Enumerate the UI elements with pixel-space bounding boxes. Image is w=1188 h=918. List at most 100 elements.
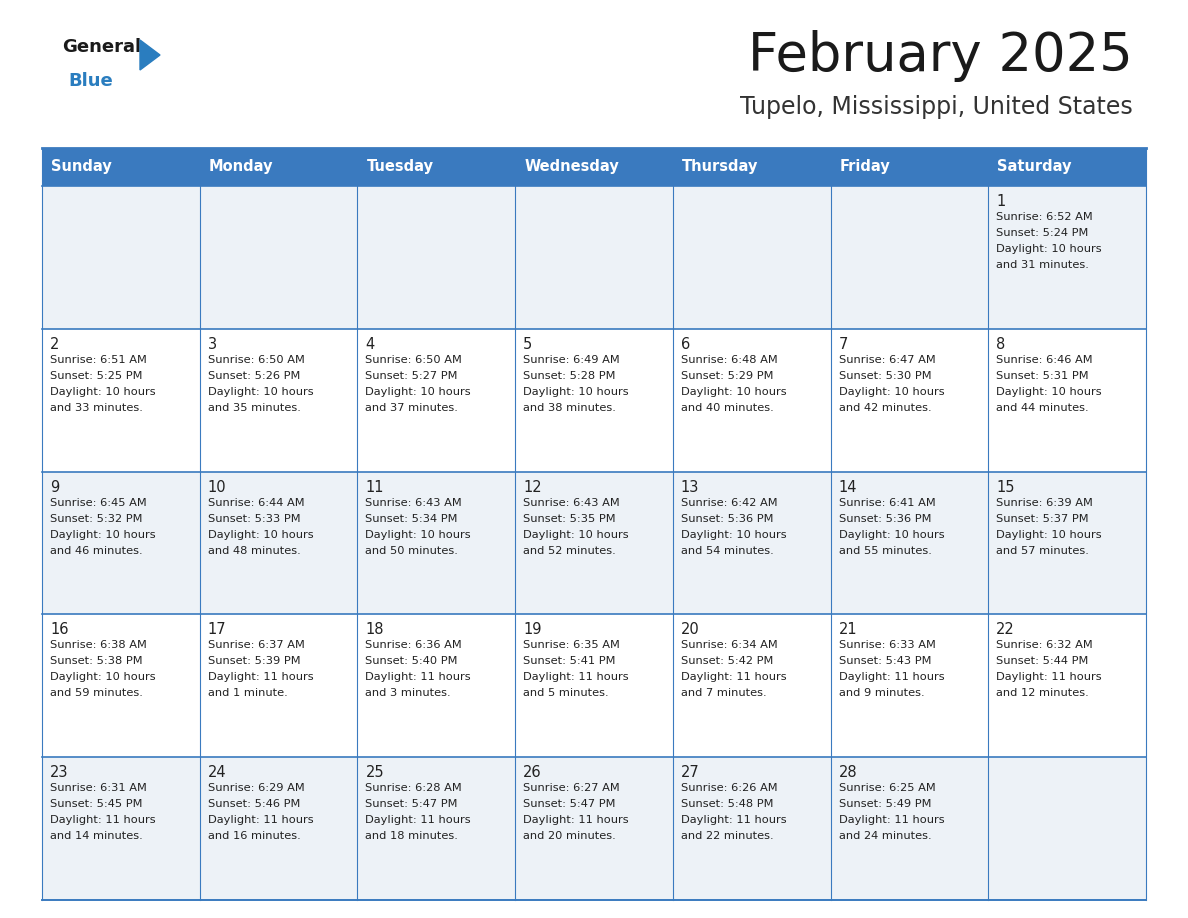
Text: and 37 minutes.: and 37 minutes.	[366, 403, 459, 413]
Text: Sunrise: 6:47 AM: Sunrise: 6:47 AM	[839, 354, 935, 364]
Text: and 22 minutes.: and 22 minutes.	[681, 831, 773, 841]
Text: 20: 20	[681, 622, 700, 637]
Text: and 57 minutes.: and 57 minutes.	[997, 545, 1089, 555]
Text: and 38 minutes.: and 38 minutes.	[523, 403, 617, 413]
Text: Daylight: 11 hours: Daylight: 11 hours	[366, 672, 472, 682]
Text: 19: 19	[523, 622, 542, 637]
Text: Sunset: 5:30 PM: Sunset: 5:30 PM	[839, 371, 931, 381]
Text: Sunset: 5:37 PM: Sunset: 5:37 PM	[997, 513, 1089, 523]
Text: Daylight: 11 hours: Daylight: 11 hours	[839, 672, 944, 682]
Text: Daylight: 11 hours: Daylight: 11 hours	[50, 815, 156, 825]
Text: Sunrise: 6:48 AM: Sunrise: 6:48 AM	[681, 354, 778, 364]
Text: Sunset: 5:41 PM: Sunset: 5:41 PM	[523, 656, 615, 666]
Bar	[672, 148, 830, 186]
Text: Blue: Blue	[68, 72, 113, 90]
Text: and 59 minutes.: and 59 minutes.	[50, 688, 143, 699]
Text: and 20 minutes.: and 20 minutes.	[523, 831, 615, 841]
Bar	[358, 148, 516, 186]
Text: Daylight: 10 hours: Daylight: 10 hours	[50, 530, 156, 540]
Text: and 31 minutes.: and 31 minutes.	[997, 260, 1089, 270]
Text: 23: 23	[50, 766, 69, 780]
Polygon shape	[140, 40, 160, 70]
Text: Sunset: 5:47 PM: Sunset: 5:47 PM	[366, 800, 457, 809]
Text: Sunrise: 6:35 AM: Sunrise: 6:35 AM	[523, 641, 620, 650]
Text: 12: 12	[523, 479, 542, 495]
Text: Sunset: 5:43 PM: Sunset: 5:43 PM	[839, 656, 931, 666]
Text: 22: 22	[997, 622, 1015, 637]
Text: Sunset: 5:38 PM: Sunset: 5:38 PM	[50, 656, 143, 666]
Text: Daylight: 10 hours: Daylight: 10 hours	[208, 386, 314, 397]
Bar	[42, 148, 200, 186]
Text: 28: 28	[839, 766, 858, 780]
Bar	[988, 148, 1146, 186]
Text: and 14 minutes.: and 14 minutes.	[50, 831, 143, 841]
Text: 18: 18	[366, 622, 384, 637]
Text: Daylight: 11 hours: Daylight: 11 hours	[839, 815, 944, 825]
Text: Sunset: 5:46 PM: Sunset: 5:46 PM	[208, 800, 301, 809]
Text: Sunrise: 6:28 AM: Sunrise: 6:28 AM	[366, 783, 462, 793]
Text: Daylight: 11 hours: Daylight: 11 hours	[366, 815, 472, 825]
Text: 4: 4	[366, 337, 374, 352]
Text: and 44 minutes.: and 44 minutes.	[997, 403, 1089, 413]
Text: and 42 minutes.: and 42 minutes.	[839, 403, 931, 413]
Text: Sunrise: 6:26 AM: Sunrise: 6:26 AM	[681, 783, 777, 793]
Text: Sunset: 5:42 PM: Sunset: 5:42 PM	[681, 656, 773, 666]
Text: 10: 10	[208, 479, 227, 495]
Text: Daylight: 11 hours: Daylight: 11 hours	[208, 815, 314, 825]
Text: Sunrise: 6:50 AM: Sunrise: 6:50 AM	[208, 354, 304, 364]
Text: Sunrise: 6:25 AM: Sunrise: 6:25 AM	[839, 783, 935, 793]
Text: Sunset: 5:25 PM: Sunset: 5:25 PM	[50, 371, 143, 381]
Bar	[200, 148, 358, 186]
Text: 21: 21	[839, 622, 858, 637]
Text: Sunrise: 6:50 AM: Sunrise: 6:50 AM	[366, 354, 462, 364]
Text: Sunset: 5:28 PM: Sunset: 5:28 PM	[523, 371, 615, 381]
Text: and 52 minutes.: and 52 minutes.	[523, 545, 615, 555]
Text: General: General	[62, 38, 141, 56]
Bar	[42, 757, 1146, 900]
Bar	[830, 148, 988, 186]
Text: Sunrise: 6:36 AM: Sunrise: 6:36 AM	[366, 641, 462, 650]
Text: Daylight: 10 hours: Daylight: 10 hours	[997, 530, 1102, 540]
Text: Daylight: 10 hours: Daylight: 10 hours	[523, 386, 628, 397]
Text: Daylight: 11 hours: Daylight: 11 hours	[681, 815, 786, 825]
Text: 9: 9	[50, 479, 59, 495]
Text: Daylight: 10 hours: Daylight: 10 hours	[366, 530, 472, 540]
Text: Daylight: 10 hours: Daylight: 10 hours	[523, 530, 628, 540]
Text: February 2025: February 2025	[748, 30, 1133, 82]
Text: 3: 3	[208, 337, 217, 352]
Text: Sunrise: 6:51 AM: Sunrise: 6:51 AM	[50, 354, 147, 364]
Text: 17: 17	[208, 622, 227, 637]
Bar	[42, 186, 1146, 329]
Text: 5: 5	[523, 337, 532, 352]
Text: Sunset: 5:31 PM: Sunset: 5:31 PM	[997, 371, 1089, 381]
Text: Sunset: 5:48 PM: Sunset: 5:48 PM	[681, 800, 773, 809]
Text: Daylight: 11 hours: Daylight: 11 hours	[681, 672, 786, 682]
Text: Daylight: 10 hours: Daylight: 10 hours	[997, 244, 1102, 254]
Text: Sunrise: 6:44 AM: Sunrise: 6:44 AM	[208, 498, 304, 508]
Text: Sunrise: 6:43 AM: Sunrise: 6:43 AM	[523, 498, 620, 508]
Text: Sunrise: 6:52 AM: Sunrise: 6:52 AM	[997, 212, 1093, 222]
Text: Daylight: 10 hours: Daylight: 10 hours	[50, 672, 156, 682]
Text: Daylight: 11 hours: Daylight: 11 hours	[997, 672, 1102, 682]
Text: Sunset: 5:24 PM: Sunset: 5:24 PM	[997, 228, 1088, 238]
Bar	[42, 329, 1146, 472]
Text: Daylight: 10 hours: Daylight: 10 hours	[997, 386, 1102, 397]
Text: 8: 8	[997, 337, 1005, 352]
Text: and 24 minutes.: and 24 minutes.	[839, 831, 931, 841]
Text: Sunrise: 6:49 AM: Sunrise: 6:49 AM	[523, 354, 620, 364]
Text: Sunset: 5:47 PM: Sunset: 5:47 PM	[523, 800, 615, 809]
Text: Sunrise: 6:43 AM: Sunrise: 6:43 AM	[366, 498, 462, 508]
Text: Wednesday: Wednesday	[524, 160, 619, 174]
Text: and 7 minutes.: and 7 minutes.	[681, 688, 766, 699]
Text: Sunset: 5:27 PM: Sunset: 5:27 PM	[366, 371, 457, 381]
Text: 11: 11	[366, 479, 384, 495]
Text: Daylight: 10 hours: Daylight: 10 hours	[50, 386, 156, 397]
Text: 26: 26	[523, 766, 542, 780]
Text: Sunset: 5:45 PM: Sunset: 5:45 PM	[50, 800, 143, 809]
Text: 15: 15	[997, 479, 1015, 495]
Bar	[42, 614, 1146, 757]
Text: Sunrise: 6:27 AM: Sunrise: 6:27 AM	[523, 783, 620, 793]
Text: Saturday: Saturday	[997, 160, 1072, 174]
Text: Sunrise: 6:38 AM: Sunrise: 6:38 AM	[50, 641, 147, 650]
Text: Sunrise: 6:37 AM: Sunrise: 6:37 AM	[208, 641, 304, 650]
